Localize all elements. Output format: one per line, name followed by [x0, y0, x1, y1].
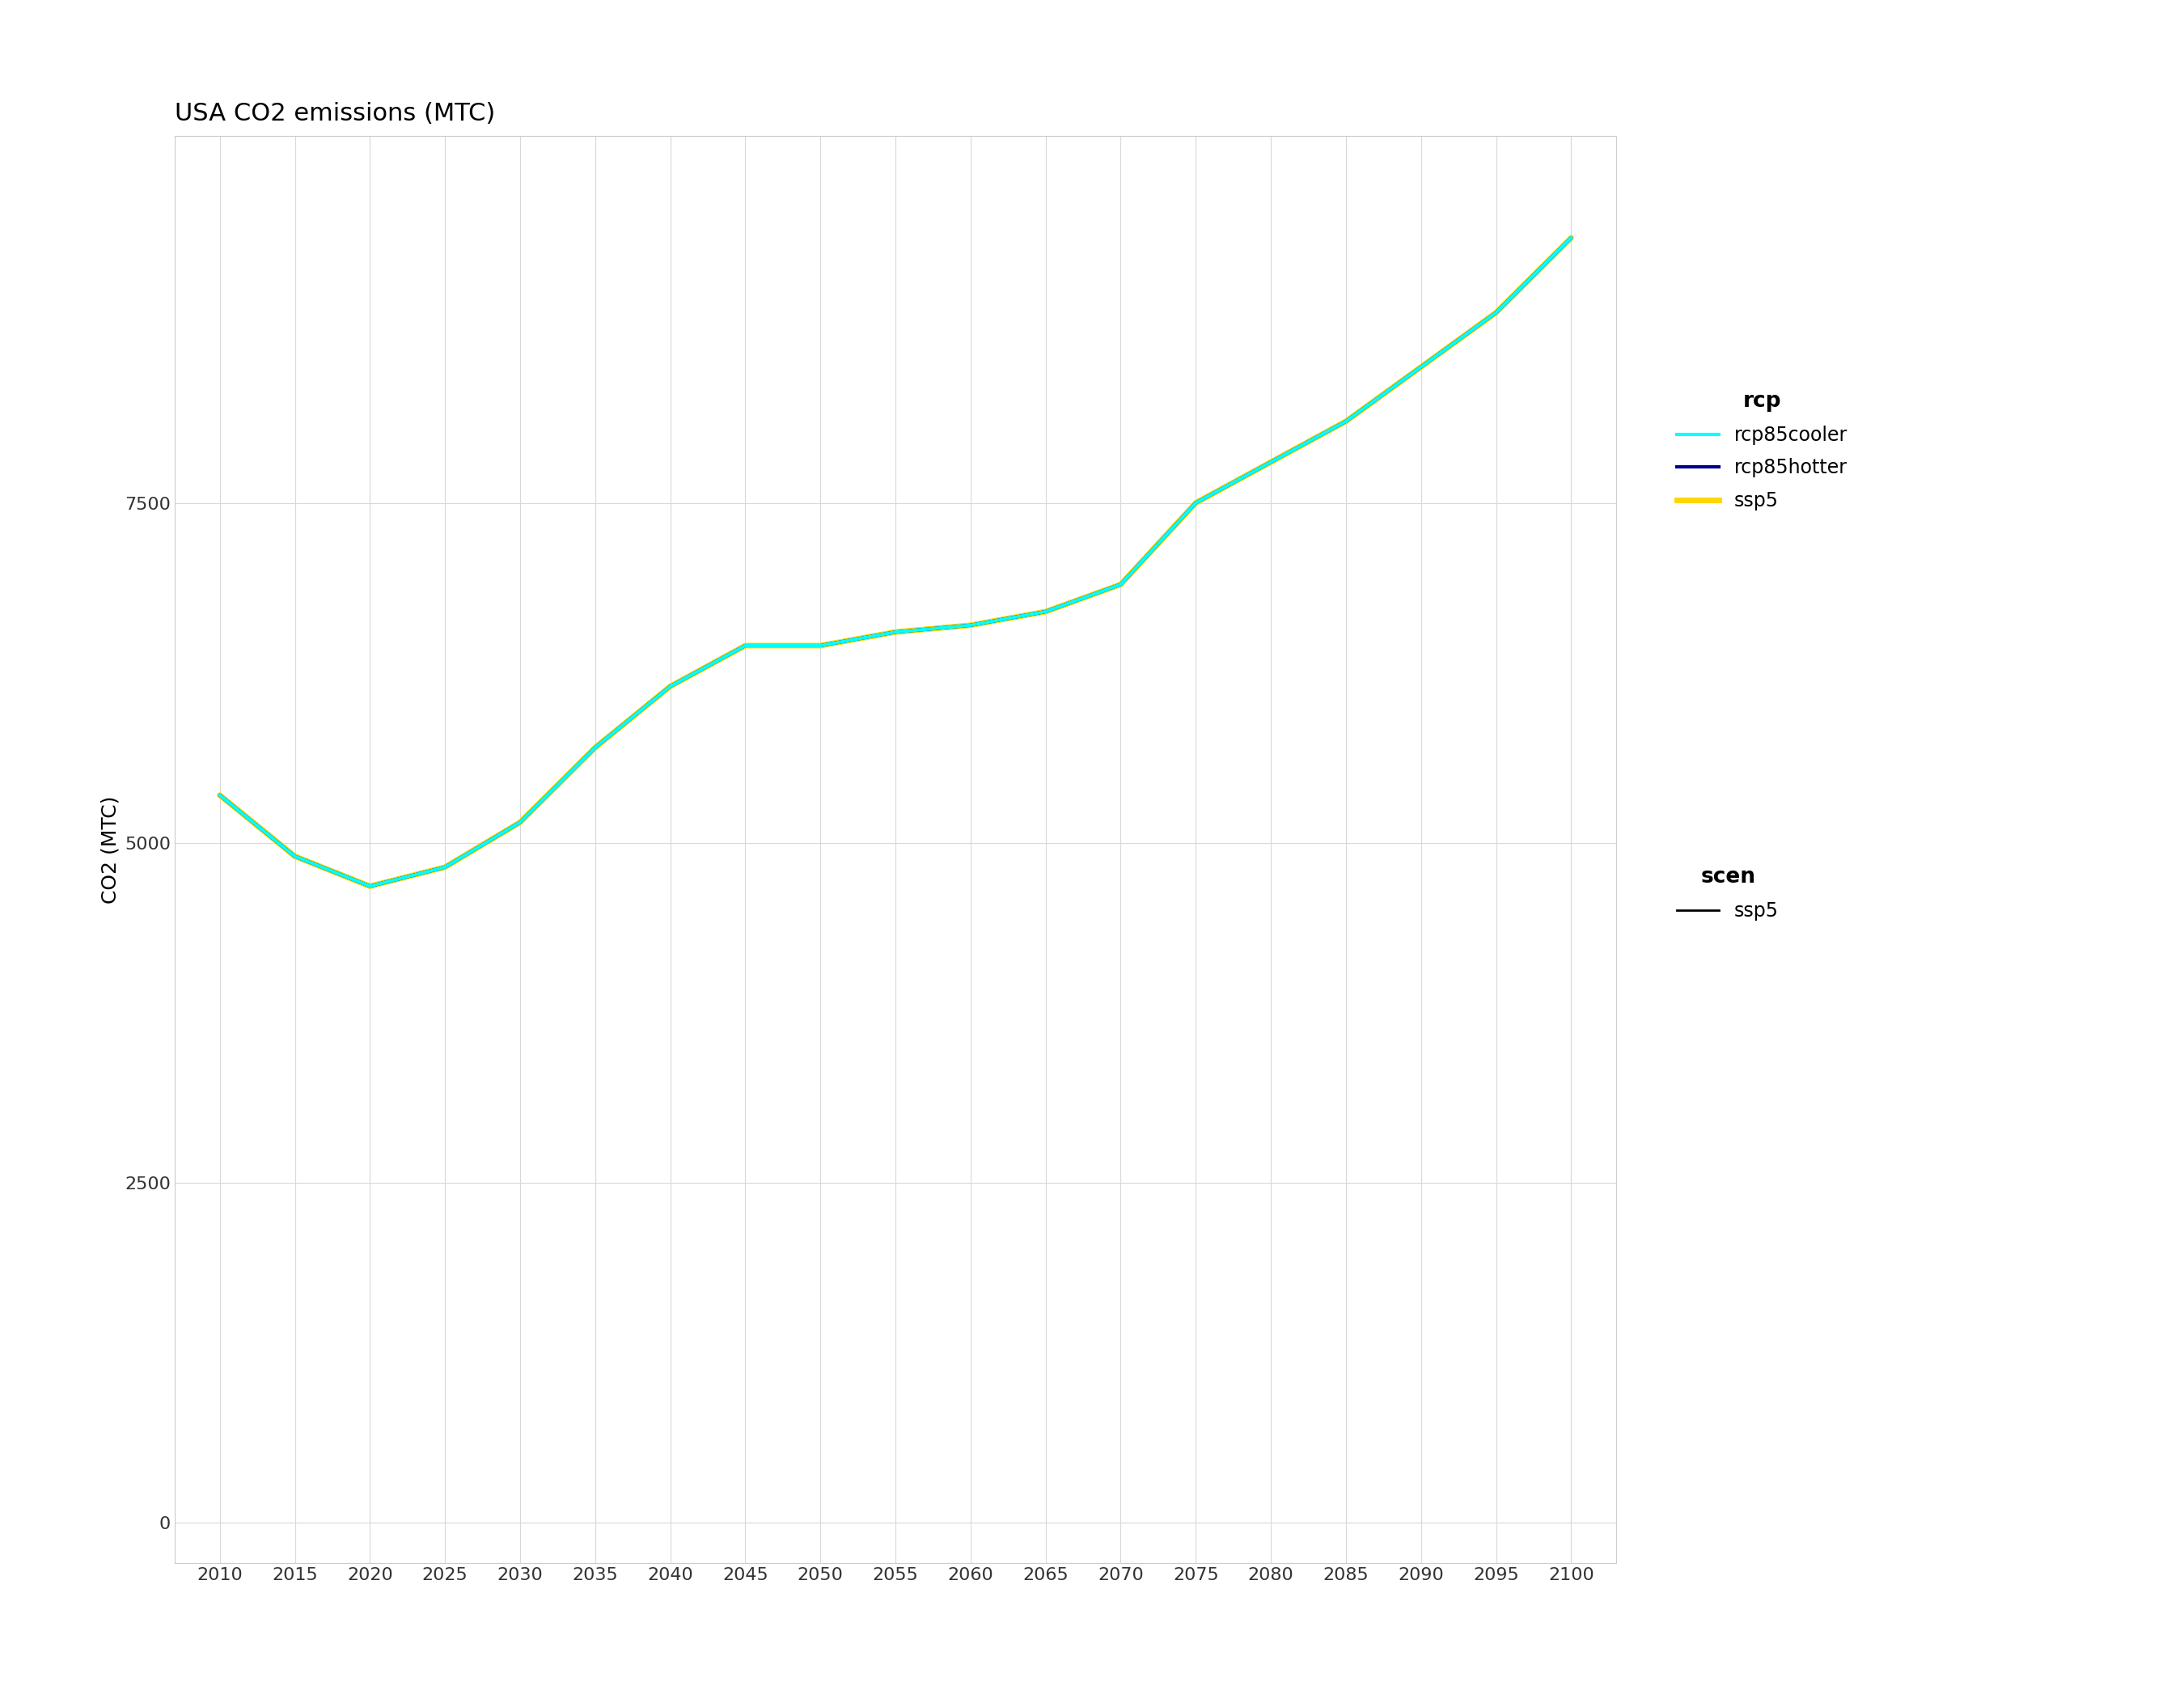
ssp5 — [732, 635, 758, 656]
ssp5 — [432, 856, 459, 877]
rcp85cooler — [207, 785, 234, 805]
Line: rcp85cooler: rcp85cooler — [221, 238, 1570, 887]
rcp85hotter — [581, 737, 607, 758]
Text: USA CO2 emissions (MTC): USA CO2 emissions (MTC) — [175, 102, 496, 126]
rcp85hotter — [882, 622, 909, 642]
rcp85hotter — [207, 785, 234, 805]
ssp5 — [1107, 574, 1133, 595]
rcp85cooler — [356, 877, 382, 897]
rcp85cooler — [282, 846, 308, 866]
rcp85hotter — [657, 676, 684, 697]
rcp85cooler — [1332, 411, 1358, 432]
ssp5 — [1332, 411, 1358, 432]
rcp85cooler — [808, 635, 834, 656]
rcp85hotter — [957, 615, 983, 635]
ssp5 — [581, 737, 607, 758]
rcp85cooler — [657, 676, 684, 697]
rcp85hotter — [1557, 228, 1583, 248]
rcp85hotter — [1332, 411, 1358, 432]
rcp85cooler — [581, 737, 607, 758]
ssp5 — [882, 622, 909, 642]
rcp85cooler — [432, 856, 459, 877]
rcp85cooler — [1184, 493, 1210, 513]
rcp85hotter — [808, 635, 834, 656]
rcp85hotter — [1409, 357, 1435, 377]
rcp85cooler — [1483, 302, 1509, 323]
rcp85hotter — [432, 856, 459, 877]
ssp5 — [957, 615, 983, 635]
ssp5 — [1483, 302, 1509, 323]
rcp85hotter — [1107, 574, 1133, 595]
rcp85hotter — [732, 635, 758, 656]
rcp85hotter — [1258, 452, 1284, 472]
ssp5 — [282, 846, 308, 866]
ssp5 — [1258, 452, 1284, 472]
ssp5 — [657, 676, 684, 697]
ssp5 — [356, 877, 382, 897]
rcp85cooler — [1557, 228, 1583, 248]
rcp85cooler — [957, 615, 983, 635]
Line: ssp5: ssp5 — [221, 238, 1570, 887]
rcp85cooler — [1107, 574, 1133, 595]
ssp5 — [808, 635, 834, 656]
rcp85hotter — [282, 846, 308, 866]
Legend: ssp5: ssp5 — [1669, 860, 1787, 928]
rcp85hotter — [356, 877, 382, 897]
ssp5 — [1557, 228, 1583, 248]
rcp85cooler — [1258, 452, 1284, 472]
rcp85cooler — [732, 635, 758, 656]
ssp5 — [207, 785, 234, 805]
rcp85cooler — [882, 622, 909, 642]
ssp5 — [1033, 601, 1059, 622]
rcp85hotter — [1184, 493, 1210, 513]
rcp85cooler — [1033, 601, 1059, 622]
Y-axis label: CO2 (MTC): CO2 (MTC) — [100, 795, 120, 904]
rcp85hotter — [507, 812, 533, 833]
Line: rcp85hotter: rcp85hotter — [221, 238, 1570, 887]
rcp85hotter — [1483, 302, 1509, 323]
ssp5 — [1409, 357, 1435, 377]
rcp85cooler — [507, 812, 533, 833]
ssp5 — [507, 812, 533, 833]
ssp5 — [1184, 493, 1210, 513]
rcp85hotter — [1033, 601, 1059, 622]
Legend: rcp85cooler, rcp85hotter, ssp5: rcp85cooler, rcp85hotter, ssp5 — [1669, 384, 1856, 518]
rcp85cooler — [1409, 357, 1435, 377]
